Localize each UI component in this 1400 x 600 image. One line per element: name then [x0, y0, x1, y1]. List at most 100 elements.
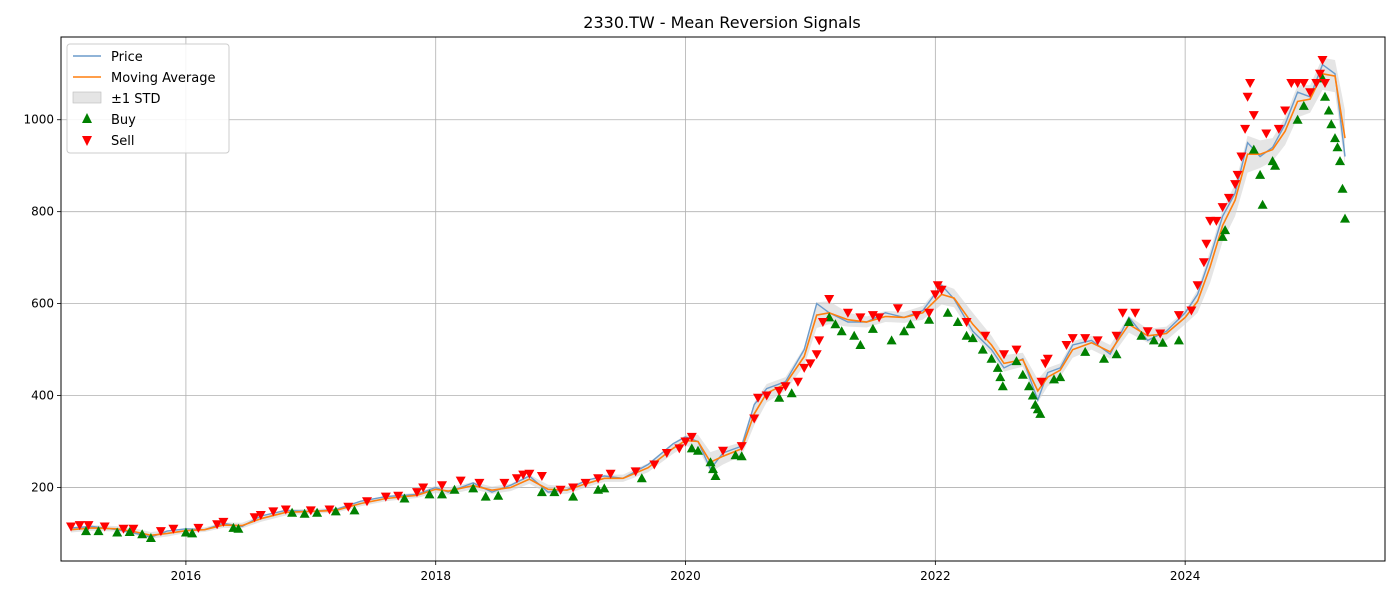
sell-marker	[736, 442, 747, 452]
buy-marker	[736, 451, 747, 461]
x-tick-label: 2020	[670, 569, 701, 583]
sell-marker	[1236, 152, 1247, 162]
buy-marker	[905, 319, 916, 329]
buy-marker	[1123, 317, 1134, 326]
buy-marker	[899, 326, 910, 336]
buy-marker	[549, 487, 560, 497]
sell-marker	[1142, 327, 1153, 337]
std-band-layer	[71, 57, 1345, 539]
sell-marker	[1315, 69, 1325, 79]
sell-marker	[1130, 308, 1141, 318]
buy-marker	[1024, 381, 1034, 391]
buy-marker	[1017, 369, 1028, 379]
sell-marker	[305, 506, 316, 516]
buy-marker	[81, 526, 91, 536]
sell-marker	[1080, 334, 1091, 344]
sell-marker	[774, 386, 785, 396]
buy-marker	[693, 445, 703, 455]
sell-marker	[824, 295, 835, 304]
buy-marker	[599, 483, 610, 493]
buy-marker	[299, 508, 310, 518]
buy-marker	[967, 333, 978, 343]
sell-marker	[362, 497, 372, 507]
sell-marker	[418, 483, 429, 493]
sell-marker	[593, 474, 604, 484]
sell-marker	[842, 308, 853, 318]
sell-marker	[811, 350, 822, 360]
x-tick-label: 2016	[171, 569, 202, 583]
sell-marker	[814, 336, 825, 346]
buy-marker	[952, 317, 963, 326]
std-band	[71, 57, 1345, 539]
buy-marker	[233, 523, 244, 533]
buy-marker	[1049, 374, 1059, 384]
sell-marker	[128, 524, 139, 534]
sell-marker	[718, 446, 728, 456]
buy-marker	[1099, 353, 1109, 363]
sell-marker	[524, 469, 535, 479]
buy-marker	[330, 506, 341, 516]
buy-marker	[449, 484, 460, 494]
sell-marker	[1240, 124, 1251, 134]
buy-marker	[312, 507, 323, 517]
legend-buy-marker	[82, 113, 92, 123]
sell-marker	[1261, 129, 1272, 139]
sell-marker	[74, 521, 85, 531]
sell-marker	[1217, 203, 1228, 213]
sell-marker	[605, 469, 616, 479]
buy-marker	[986, 353, 997, 363]
sell-marker	[1092, 336, 1103, 346]
axis-ticks: 2016 2018 2020 2022 2024 200 400 600 800 1000	[23, 113, 1200, 583]
legend-sell-marker	[82, 136, 92, 146]
buy-marker	[1335, 156, 1345, 166]
grid-lines	[61, 37, 1385, 561]
buy-marker	[568, 491, 579, 501]
buy-marker	[774, 392, 785, 402]
sell-marker	[1245, 79, 1256, 88]
sell-marker	[99, 522, 110, 532]
sell-marker	[911, 311, 922, 321]
sell-marker	[1042, 354, 1053, 364]
sell-marker	[555, 485, 566, 495]
buy-marker	[437, 489, 447, 499]
sell-marker	[580, 478, 591, 488]
sell-marker	[792, 377, 803, 387]
sell-marker	[1230, 180, 1241, 190]
sell-marker	[1198, 258, 1209, 268]
sell-marker	[1305, 88, 1316, 98]
legend: Price Moving Average ±1 STD Buy Sell	[66, 43, 230, 154]
plot-frame	[60, 36, 1386, 562]
sell-marker	[1192, 281, 1203, 291]
sell-marker	[649, 460, 660, 470]
sell-marker	[255, 511, 266, 520]
buy-marker	[1257, 199, 1268, 209]
y-tick-label: 1000	[23, 113, 54, 127]
buy-marker	[1055, 372, 1066, 382]
sell-marker	[805, 359, 816, 369]
sell-marker	[1242, 92, 1253, 102]
sell-marker	[753, 393, 763, 403]
buy-marker	[997, 381, 1008, 391]
buy-marker	[424, 489, 435, 499]
buy-marker	[1011, 356, 1022, 366]
sell-marker	[536, 472, 547, 481]
buy-marker	[855, 340, 866, 349]
buy-marker	[977, 344, 988, 354]
sell-marker	[1186, 306, 1197, 316]
sell-marker	[924, 308, 935, 318]
buy-marker	[480, 491, 491, 501]
sell-marker	[817, 318, 828, 327]
sell-marker	[511, 474, 522, 484]
sell-marker	[1067, 334, 1078, 344]
buy-marker	[145, 533, 156, 542]
sell-marker	[1298, 79, 1309, 88]
sell-marker	[118, 524, 129, 534]
legend-std-swatch	[72, 91, 102, 104]
sell-marker	[66, 522, 76, 532]
buy-marker	[636, 473, 647, 483]
legend-buy-label: Buy	[111, 113, 136, 128]
sell-marker	[1223, 193, 1234, 203]
sell-marker	[343, 502, 354, 512]
